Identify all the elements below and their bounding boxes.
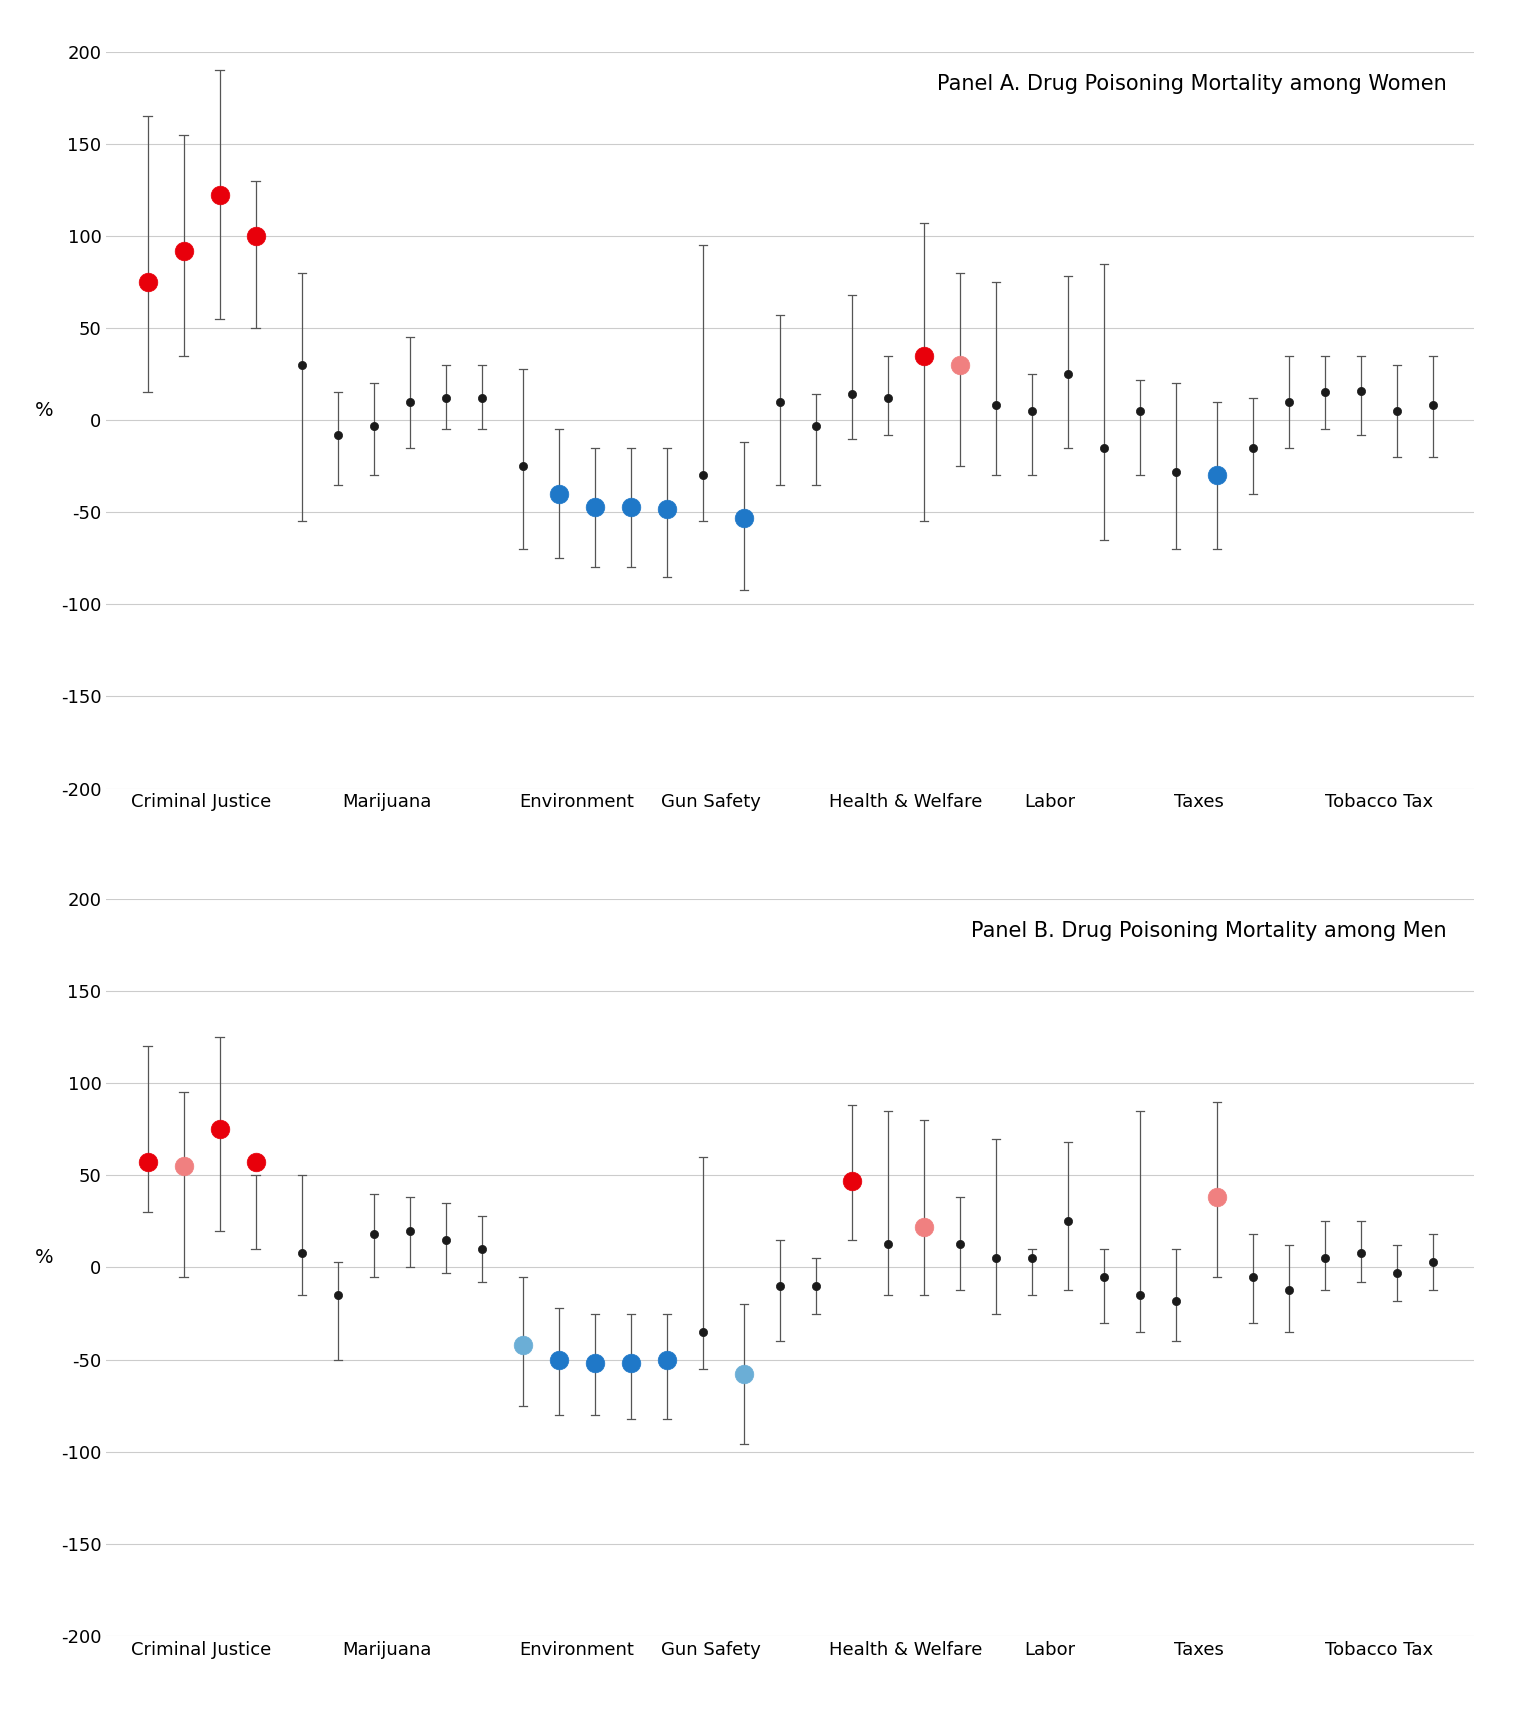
Point	[690, 1317, 714, 1345]
Point	[547, 480, 572, 508]
Point	[511, 453, 535, 480]
Point	[1277, 1276, 1301, 1304]
Point	[619, 1350, 643, 1378]
Point	[362, 412, 386, 439]
Point	[1205, 461, 1230, 489]
Point	[547, 1347, 572, 1374]
Point	[135, 269, 160, 296]
Point	[912, 1214, 936, 1242]
Point	[841, 381, 865, 408]
Point	[655, 494, 679, 522]
Point	[433, 1226, 458, 1254]
Point	[1277, 387, 1301, 415]
Point	[1421, 1248, 1446, 1276]
Point	[619, 492, 643, 520]
Point	[1385, 1259, 1409, 1286]
Point	[768, 387, 792, 415]
Point	[912, 343, 936, 370]
Point	[172, 1152, 196, 1180]
Point	[876, 1230, 900, 1257]
Point	[1242, 1262, 1266, 1290]
Point	[1020, 398, 1044, 425]
Point	[1313, 379, 1338, 406]
Point	[948, 1230, 973, 1257]
Point	[1350, 1238, 1374, 1266]
Point	[733, 505, 757, 532]
Text: Panel A. Drug Poisoning Mortality among Women: Panel A. Drug Poisoning Mortality among …	[938, 74, 1447, 93]
Point	[290, 1238, 315, 1266]
Point	[1128, 398, 1152, 425]
Point	[948, 351, 973, 379]
Point	[1091, 1262, 1116, 1290]
Point	[1421, 391, 1446, 418]
Point	[690, 461, 714, 489]
Point	[804, 412, 828, 439]
Point	[207, 181, 231, 208]
Point	[511, 1331, 535, 1359]
Text: Panel B. Drug Poisoning Mortality among Men: Panel B. Drug Poisoning Mortality among …	[971, 921, 1447, 942]
Point	[582, 1350, 606, 1378]
Point	[876, 384, 900, 412]
Y-axis label: %: %	[35, 401, 53, 420]
Point	[983, 1245, 1008, 1273]
Point	[768, 1273, 792, 1300]
Point	[1091, 434, 1116, 461]
Point	[804, 1273, 828, 1300]
Point	[1128, 1281, 1152, 1309]
Point	[841, 1168, 865, 1195]
Point	[398, 1217, 423, 1245]
Point	[433, 384, 458, 412]
Point	[1205, 1183, 1230, 1211]
Y-axis label: %: %	[35, 1248, 53, 1267]
Point	[362, 1221, 386, 1248]
Point	[398, 387, 423, 415]
Point	[325, 1281, 350, 1309]
Point	[582, 492, 606, 520]
Point	[470, 384, 494, 412]
Point	[733, 1360, 757, 1388]
Point	[1242, 434, 1266, 461]
Point	[325, 422, 350, 449]
Point	[243, 222, 268, 250]
Point	[1164, 458, 1189, 486]
Point	[290, 351, 315, 379]
Point	[135, 1149, 160, 1176]
Point	[1164, 1286, 1189, 1314]
Point	[983, 391, 1008, 418]
Point	[243, 1149, 268, 1176]
Point	[1056, 360, 1081, 387]
Point	[207, 1116, 231, 1143]
Point	[1350, 377, 1374, 405]
Point	[470, 1235, 494, 1262]
Point	[1385, 398, 1409, 425]
Point	[1020, 1245, 1044, 1273]
Point	[1313, 1245, 1338, 1273]
Point	[655, 1347, 679, 1374]
Point	[172, 238, 196, 265]
Point	[1056, 1207, 1081, 1235]
